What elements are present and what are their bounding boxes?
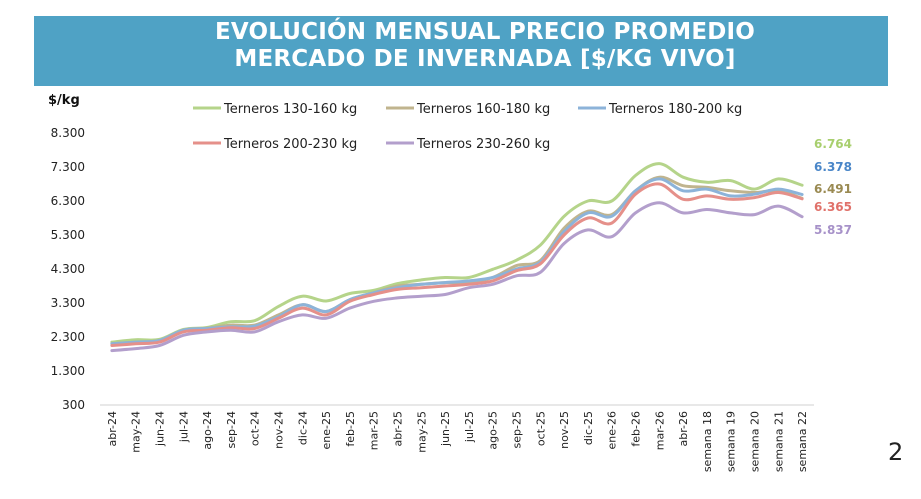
end-value-label: 6.378 xyxy=(814,160,852,174)
x-tick-label: jul-24 xyxy=(177,411,190,443)
y-axis-ticks: 8.300 7.300 6.300 5.300 4.300 3.300 2.300 1.300… xyxy=(51,126,85,412)
end-value-labels: 6.764 6.378 6.491 6.365 5.837 xyxy=(814,137,852,237)
x-tick-label: ago-24 xyxy=(201,411,214,450)
y-tick-label: 4.300 xyxy=(51,262,85,276)
legend-label: Terneros 160-180 kg xyxy=(416,102,550,117)
y-tick-label: 6.300 xyxy=(51,194,85,208)
x-tick-label: feb-25 xyxy=(344,411,357,447)
x-tick-label: mar-26 xyxy=(653,411,666,450)
series-line-5 xyxy=(110,201,804,353)
y-axis-unit-label: $/kg xyxy=(48,93,80,108)
y-tick-label: 8.300 xyxy=(51,126,85,140)
x-tick-label: jun-24 xyxy=(154,411,167,447)
series-line-2 xyxy=(110,175,804,346)
x-axis-ticks: abr-24 may-24 jun-24 jul-24 ago-24 sep-24 oct-… xyxy=(106,411,809,472)
x-tick-label: abr-24 xyxy=(106,411,119,447)
x-tick-label: semana 19 xyxy=(725,411,738,472)
x-tick-label: semana 21 xyxy=(772,411,785,472)
x-tick-label: semana 18 xyxy=(701,411,714,472)
y-tick-label: 1.300 xyxy=(51,364,85,378)
x-tick-label: feb-26 xyxy=(630,411,643,447)
x-tick-label: may-25 xyxy=(415,411,428,453)
legend-label: Terneros 130-160 kg xyxy=(223,102,357,117)
x-tick-label: ago-25 xyxy=(487,411,500,450)
y-tick-label: 3.300 xyxy=(51,296,85,310)
x-tick-label: jun-25 xyxy=(439,411,452,447)
x-tick-label: semana 22 xyxy=(796,411,809,472)
x-tick-label: dic-24 xyxy=(296,411,309,445)
x-tick-label: dic-25 xyxy=(582,411,595,445)
x-tick-label: sep-25 xyxy=(511,411,524,448)
legend: Terneros 130-160 kg Terneros 160-180 kg Te… xyxy=(193,102,742,152)
end-value-label: 6.491 xyxy=(814,182,852,196)
y-tick-label: 7.300 xyxy=(51,160,85,174)
y-tick-label: 5.300 xyxy=(51,228,85,242)
x-tick-label: oct-24 xyxy=(249,411,262,446)
x-tick-label: may-24 xyxy=(130,411,143,453)
legend-label: Terneros 180-200 kg xyxy=(608,102,742,117)
chart-title: EVOLUCIÓN MENSUAL PRECIO PROMEDIO MERCAD… xyxy=(34,19,921,73)
end-value-label: 5.837 xyxy=(814,223,852,237)
x-tick-label: semana 20 xyxy=(749,411,762,472)
title-line-2: MERCADO DE INVERNADA [$/KG VIVO] xyxy=(234,46,736,72)
x-tick-label: oct-25 xyxy=(534,411,547,446)
x-tick-label: ene-26 xyxy=(606,411,619,449)
y-tick-label: 300 xyxy=(62,398,85,412)
x-tick-label: mar-25 xyxy=(368,411,381,450)
page-number: 2 xyxy=(888,438,904,466)
x-tick-label: ene-25 xyxy=(320,411,333,449)
end-value-label: 6.764 xyxy=(814,137,852,151)
x-tick-label: abr-26 xyxy=(677,411,690,447)
legend-label: Terneros 200-230 kg xyxy=(223,137,357,152)
x-tick-label: abr-25 xyxy=(392,411,405,447)
series-lines xyxy=(110,162,804,353)
legend-label: Terneros 230-260 kg xyxy=(416,137,550,152)
title-line-1: EVOLUCIÓN MENSUAL PRECIO PROMEDIO xyxy=(214,19,756,45)
series-line-3 xyxy=(110,177,804,346)
title-banner xyxy=(34,16,888,86)
x-tick-label: sep-24 xyxy=(225,411,238,448)
series-line-1 xyxy=(110,162,804,344)
x-tick-label: nov-25 xyxy=(558,411,571,449)
x-tick-label: nov-24 xyxy=(273,411,286,449)
series-line-4 xyxy=(110,182,804,347)
y-tick-label: 2.300 xyxy=(51,330,85,344)
end-value-label: 6.365 xyxy=(814,200,852,214)
x-tick-label: jul-25 xyxy=(463,411,476,443)
